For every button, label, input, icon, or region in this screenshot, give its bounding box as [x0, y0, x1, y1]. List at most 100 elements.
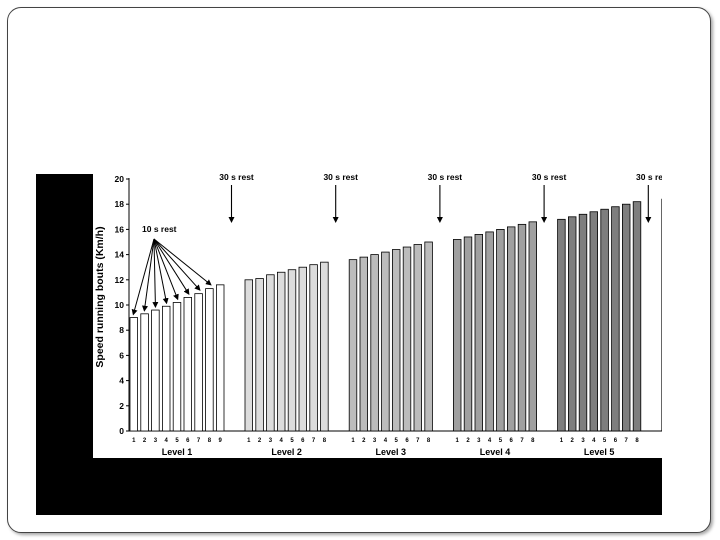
bar	[348, 259, 358, 432]
bar-category-label: 2	[258, 438, 262, 444]
bar	[463, 236, 473, 432]
bar	[557, 218, 566, 432]
level-label: Level 2	[271, 447, 302, 457]
bar	[568, 216, 577, 432]
bar	[255, 278, 264, 432]
long-rest-label: 30 s rest	[219, 172, 254, 182]
bar	[215, 284, 225, 432]
y-tick-label: 14	[115, 250, 125, 260]
y-tick-label: 20	[115, 174, 125, 184]
bar-category-label: 3	[269, 438, 273, 444]
short-rest-label: 10 s rest	[142, 224, 177, 234]
bar-category-label: 1	[132, 438, 136, 444]
bar-category-label: 1	[247, 438, 251, 444]
y-tick-label: 4	[119, 376, 124, 386]
bar	[632, 201, 642, 432]
rest-arrow	[131, 238, 155, 316]
bar	[183, 297, 192, 432]
bar-category-label: 8	[427, 438, 431, 444]
bar-category-label: 5	[395, 438, 399, 444]
bar-category-label: 6	[301, 438, 305, 444]
bar	[244, 279, 253, 432]
bar-category-label: 4	[384, 438, 388, 444]
y-tick-label: 12	[115, 275, 125, 285]
rest-arrow	[153, 238, 179, 301]
bar-category-label: 2	[143, 438, 147, 444]
bar	[162, 305, 171, 432]
bar	[506, 226, 516, 432]
y-tick-label: 0	[119, 426, 124, 436]
level-label: Level 1	[162, 447, 193, 457]
bar-category-label: 7	[312, 438, 316, 444]
bar	[600, 208, 609, 432]
bar-category-label: 5	[175, 438, 179, 444]
bar	[496, 229, 505, 432]
figure-black-edge-bottom	[36, 458, 662, 515]
bar-category-label: 7	[197, 438, 201, 444]
bar	[140, 313, 149, 432]
level-label: Level 4	[480, 447, 511, 457]
bar	[194, 293, 203, 432]
bars	[129, 198, 662, 432]
bar-category-label: 8	[208, 438, 212, 444]
level-label: Level 5	[584, 447, 615, 457]
bar-category-label: 7	[625, 438, 629, 444]
bar	[309, 264, 318, 432]
bar-category-label: 3	[477, 438, 481, 444]
y-tick-label: 18	[115, 199, 125, 209]
bar	[528, 221, 537, 432]
bar	[381, 251, 390, 432]
bar	[485, 231, 494, 432]
bar	[129, 317, 138, 432]
bar-category-label: 1	[456, 438, 460, 444]
bar	[172, 302, 182, 432]
bar	[320, 261, 329, 432]
bar	[589, 211, 598, 432]
bar-category-label: 6	[510, 438, 514, 444]
bar	[517, 223, 527, 432]
long-rest-label: 30 s rest	[323, 172, 358, 182]
bar-category-label: 7	[520, 438, 524, 444]
bar-category-label: 6	[186, 438, 190, 444]
y-tick-label: 10	[115, 300, 125, 310]
bar-category-label: 1	[560, 438, 564, 444]
y-tick-label: 2	[119, 401, 124, 411]
rest-arrow	[153, 238, 212, 286]
bar-category-label: 5	[290, 438, 294, 444]
rest-arrow	[142, 238, 155, 312]
bar-category-label: 1	[351, 438, 355, 444]
bar	[276, 271, 286, 432]
bar-category-label: 7	[416, 438, 420, 444]
bar-category-label: 8	[635, 438, 639, 444]
bar-category-label: 6	[405, 438, 409, 444]
bar	[298, 266, 307, 432]
bar	[402, 246, 412, 432]
level-label: Level 3	[376, 447, 407, 457]
y-tick-label: 8	[119, 325, 124, 335]
bar-category-label: 2	[571, 438, 575, 444]
bar-category-label: 4	[592, 438, 596, 444]
bar	[391, 249, 401, 432]
bar	[359, 256, 368, 432]
bar-category-label: 8	[531, 438, 535, 444]
bar	[474, 234, 483, 432]
rest-arrow	[153, 238, 201, 291]
long-rest-label: 30 s rest	[532, 172, 567, 182]
bar	[370, 254, 379, 432]
y-axis-label: Speed running bouts (Km/h)	[94, 226, 106, 367]
bar-category-label: 3	[581, 438, 585, 444]
bar	[452, 239, 462, 432]
bar	[622, 203, 631, 432]
bar	[578, 213, 588, 432]
rest-arrow	[153, 238, 190, 295]
y-tick-label: 16	[115, 224, 125, 234]
rest-arrow	[152, 238, 159, 309]
bar	[151, 309, 160, 432]
bar	[424, 241, 433, 432]
bar-category-label: 5	[603, 438, 607, 444]
bar	[205, 288, 214, 432]
bar-category-label: 3	[373, 438, 377, 444]
